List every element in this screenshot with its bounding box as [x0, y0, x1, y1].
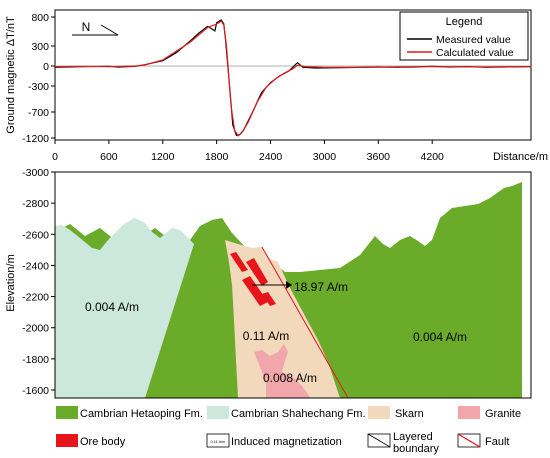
profile-frame	[54, 9, 532, 141]
profile-y-ticks: 800 300 0 -300 -700 -1200	[22, 12, 55, 145]
profile-y-tick-label: 0	[43, 61, 49, 73]
profile-x-axis-label: Distance/m	[493, 151, 548, 163]
key-label-skarn: Skarn	[395, 408, 424, 420]
legend-label-measured: Measured value	[436, 34, 511, 46]
ore-lens	[246, 258, 268, 286]
key-swatch-ore	[56, 434, 78, 447]
annotation-shahechang: 0.004 A/m	[85, 300, 139, 314]
key-swatch-magnetization-text: 0.11 A/m	[211, 440, 226, 444]
shahechang-formation	[55, 218, 194, 398]
fault-line	[261, 246, 349, 399]
annotation-ore: 18.97 A/m	[294, 280, 348, 294]
geologic-section: -3000 -2800 -2600 -2400 -2200 -2000 -1800 -1600…	[5, 167, 532, 399]
profile-y-tick-label: -700	[28, 107, 49, 119]
key-label-shahechang: Cambrian Shahechang Fm.	[231, 408, 366, 420]
annotation-skarn: 0.11 A/m	[243, 329, 289, 343]
ore-lens	[242, 276, 268, 306]
profile-legend: Legend Measured value Calculated value	[399, 11, 529, 61]
section-y-tick-label: -2000	[22, 323, 49, 335]
profile-x-ticks: 0 600 1200 1800 2400 3000 3600 4200	[52, 140, 444, 163]
annotation-granite: 0.008 A/m	[263, 371, 317, 385]
key-label-hetaoping: Cambrian Hetaoping Fm.	[80, 408, 203, 420]
profile-x-tick-label: 1200	[151, 151, 175, 163]
ore-lens	[262, 292, 276, 306]
annotation-hetaoping: 0.004 A/m	[413, 330, 467, 344]
key-label-granite: Granite	[485, 408, 521, 420]
profile-series	[54, 19, 532, 137]
profile-y-tick-label: 300	[31, 41, 49, 53]
key-swatch-hetaoping	[56, 406, 78, 419]
key-swatch-fault-line	[457, 433, 481, 448]
profile-x-tick-label: 0	[52, 151, 58, 163]
key-label-layered: Layered boundary	[393, 431, 439, 455]
key-label-fault: Fault	[485, 436, 509, 448]
profile-x-tick-label: 600	[100, 151, 118, 163]
skarn-body	[225, 240, 340, 398]
section-y-tick-label: -2600	[22, 229, 49, 241]
series-calculated-line	[54, 20, 531, 137]
profile-y-tick-label: 800	[31, 12, 49, 24]
key-label-magnetization: Induced magnetization	[231, 436, 342, 448]
profile-x-tick-label: 3600	[367, 151, 391, 163]
ore-lens	[230, 252, 248, 272]
section-y-ticks: -3000 -2800 -2600 -2400 -2200 -2000 -1800 -1600	[22, 167, 55, 397]
profile-y-tick-label: -1200	[22, 133, 49, 145]
profile-x-tick-label: 4200	[421, 151, 445, 163]
section-y-tick-label: -3000	[22, 167, 49, 179]
key-label-ore: Ore body	[80, 436, 126, 448]
ore-arrow-head	[286, 281, 292, 289]
section-y-tick-label: -1800	[22, 354, 49, 366]
section-y-tick-label: -2200	[22, 292, 49, 304]
key-swatch-magnetization	[206, 433, 230, 448]
section-y-tick-label: -1600	[22, 385, 49, 397]
profile-y-axis-label: Ground magnetic ΔT/nT	[5, 16, 17, 134]
key-swatch-layered-line	[367, 433, 391, 448]
profile-x-tick-label: 2400	[259, 151, 283, 163]
north-arrow-head	[100, 24, 119, 36]
north-arrow: N	[72, 20, 119, 36]
key-swatch-skarn	[368, 406, 390, 419]
profile-x-tick-label: 1800	[205, 151, 229, 163]
key-swatch-granite	[458, 406, 480, 419]
profile-x-tick-label: 3000	[313, 151, 337, 163]
section-key: Cambrian Hetaoping Fm. Cambrian Shahecha…	[56, 406, 521, 455]
key-swatch-shahechang	[207, 406, 229, 419]
section-y-tick-label: -2400	[22, 260, 49, 272]
legend-label-calculated: Calculated value	[436, 47, 514, 59]
profile-y-tick-label: -300	[28, 81, 49, 93]
north-label: N	[82, 20, 91, 34]
section-y-tick-label: -2800	[22, 198, 49, 210]
profile-legend-title: Legend	[446, 16, 483, 28]
section-frame	[54, 171, 532, 399]
granite-body	[254, 344, 310, 398]
ore-bodies	[230, 252, 276, 306]
section-y-axis-label: Elevation/m	[5, 254, 17, 311]
